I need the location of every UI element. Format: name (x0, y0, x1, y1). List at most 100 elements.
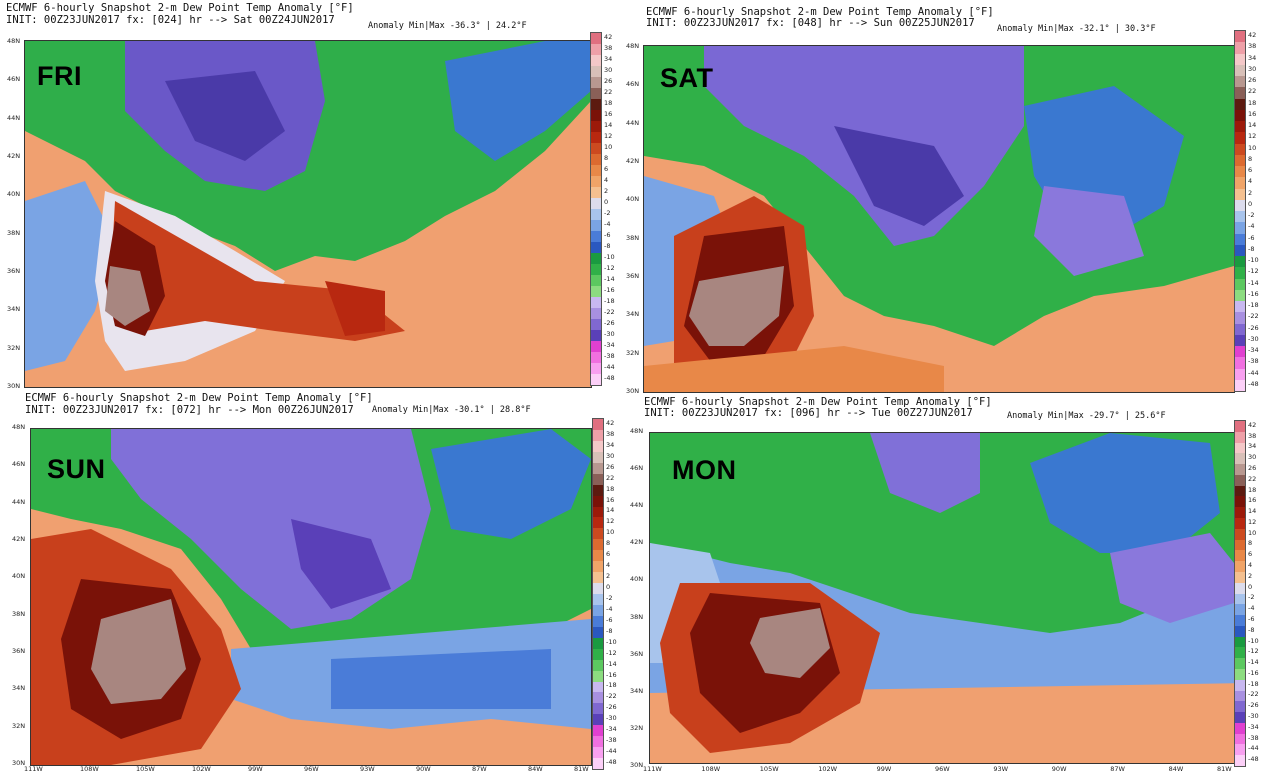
colorbar-label: 34 (1248, 442, 1257, 451)
colorbar-label: -34 (1248, 722, 1259, 731)
colorbar-label: 6 (1248, 166, 1253, 175)
colorbar-label: 16 (1248, 496, 1257, 505)
colorbar-swatch (591, 132, 601, 143)
colorbar-swatch (1235, 346, 1245, 358)
lat-label: 48N (626, 42, 640, 50)
colorbar-swatch (1235, 312, 1245, 324)
colorbar-label: 30 (1248, 64, 1257, 73)
colorbar-swatch (591, 374, 601, 385)
colorbar-label: 34 (606, 440, 615, 449)
colorbar-label: 4 (1248, 561, 1253, 570)
colorbar-swatch (1235, 357, 1245, 369)
colorbar-swatch (593, 440, 603, 452)
colorbar-swatch (593, 539, 603, 551)
colorbar-swatch (591, 33, 601, 44)
colorbar-label: -34 (604, 341, 615, 349)
colorbar-swatch (1235, 561, 1245, 572)
colorbar-swatch (591, 154, 601, 165)
lat-label: 32N (630, 723, 644, 732)
lon-label: 84W (528, 765, 543, 773)
colorbar-label: -18 (1248, 301, 1259, 310)
panel-init: INIT: 00Z23JUN2017 fx: [096] hr --> Tue … (644, 407, 973, 419)
colorbar-swatch (591, 308, 601, 319)
colorbar-swatch (593, 462, 603, 474)
colorbar-swatch (1235, 199, 1245, 211)
colorbar-label: -6 (606, 615, 613, 624)
lon-label: 93W (360, 765, 375, 773)
colorbar-label: -30 (1248, 334, 1259, 343)
colorbar-swatch (1235, 658, 1245, 669)
lat-label: 34N (630, 686, 644, 695)
colorbar-label: -18 (1248, 679, 1259, 688)
lat-label: 46N (7, 75, 21, 84)
colorbar-swatch (1235, 550, 1245, 562)
colorbar-swatch (593, 561, 603, 573)
colorbar-label: 26 (606, 462, 615, 471)
colorbar-swatch (593, 506, 603, 518)
colorbar-label: 0 (604, 198, 609, 206)
lat-label: 38N (626, 233, 640, 242)
lat-label: 30N (626, 387, 640, 395)
dewpoint-anomaly-field (644, 46, 1234, 392)
colorbar-swatch (593, 703, 603, 715)
colorbar-label: -34 (1248, 346, 1259, 355)
dewpoint-anomaly-field (650, 433, 1234, 763)
colorbar-label: 42 (1248, 31, 1257, 40)
lat-label: 30N (630, 761, 644, 769)
colorbar-label: -48 (1248, 755, 1259, 764)
lon-axis-labels-mon: 111W 108W 105W 102W 99W 96W 93W 90W 87W 84W 81W (643, 765, 1233, 775)
colorbar-swatch (1235, 496, 1245, 508)
colorbar-label: -26 (604, 319, 615, 327)
lon-label: 93W (993, 765, 1009, 773)
lat-label: 34N (7, 305, 21, 314)
colorbar-label: 14 (604, 121, 613, 129)
colorbar-label: -6 (1248, 614, 1255, 623)
colorbar-label: -8 (606, 626, 613, 635)
lat-label: 34N (626, 310, 640, 319)
colorbar-label: 26 (1248, 464, 1257, 473)
colorbar-label: 12 (604, 132, 613, 140)
colorbar (1234, 30, 1246, 392)
lon-label: 81W (1217, 765, 1232, 773)
colorbar-label: 2 (1248, 188, 1253, 197)
colorbar-label: 10 (604, 143, 613, 151)
colorbar-label: 12 (606, 517, 615, 526)
colorbar-swatch (591, 264, 601, 275)
colorbar-swatch (593, 659, 603, 671)
colorbar-swatch (593, 758, 603, 769)
panel-title: ECMWF 6-hourly Snapshot 2-m Dew Point Te… (25, 392, 373, 404)
colorbar-label: 0 (606, 583, 611, 592)
colorbar-label: -10 (1248, 256, 1259, 265)
colorbar-label: 42 (1248, 420, 1257, 429)
colorbar-label: 16 (604, 110, 613, 118)
colorbar-swatch (1235, 379, 1245, 391)
lat-label: 32N (12, 721, 26, 730)
colorbar-swatch (1235, 625, 1245, 637)
lon-label: 99W (248, 765, 263, 773)
colorbar-swatch (1235, 289, 1245, 301)
colorbar-label: 6 (1248, 550, 1253, 559)
colorbar-label: -10 (604, 253, 615, 261)
colorbar-swatch (1235, 98, 1245, 110)
colorbar-swatch (1235, 647, 1245, 659)
lon-label: 96W (935, 765, 950, 773)
colorbar-swatch (1235, 323, 1245, 335)
colorbar-label: -14 (1248, 278, 1259, 287)
colorbar-label: 4 (606, 561, 611, 570)
colorbar-label: 34 (604, 55, 613, 63)
colorbar-swatch (593, 692, 603, 704)
lon-label: 105W (136, 765, 155, 773)
colorbar-label: 14 (1248, 507, 1257, 516)
colorbar-swatch (591, 275, 601, 286)
colorbar-label: 30 (1248, 453, 1257, 462)
lon-axis-labels-sun: 111W 108W 105W 102W 99W 96W 93W 90W 87W 84W 81W (24, 765, 590, 775)
colorbar-label: 22 (606, 473, 615, 482)
colorbar-label: -26 (1248, 323, 1259, 332)
colorbar-swatch (591, 297, 601, 308)
lat-label: 36N (630, 649, 644, 658)
colorbar-swatch (1235, 690, 1245, 702)
lat-label: 36N (12, 647, 26, 655)
lon-label: 108W (701, 765, 721, 773)
lon-label: 87W (472, 765, 487, 773)
colorbar (590, 32, 602, 386)
